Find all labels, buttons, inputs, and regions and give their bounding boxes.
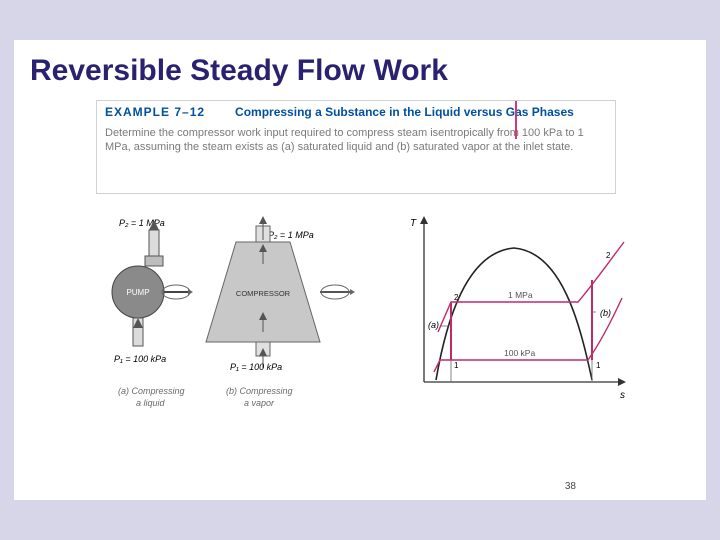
page-number: 38 [565, 481, 576, 492]
example-box: EXAMPLE 7–12 Compressing a Substance in … [96, 100, 616, 194]
ts-y-label: T [410, 218, 417, 229]
ts-isobar-low: 100 kPa [504, 348, 535, 358]
ts-chart-group: T s 1 2 1 2 [410, 216, 626, 401]
ts-isobar-high: 1 MPa [508, 290, 533, 300]
figure-svg: P₂ = 1 MPa PUMP P₁ = 100 kPa (a) Compres… [96, 212, 636, 462]
compressor-group: P₂ = 1 MPa COMPRESSOR [206, 216, 355, 408]
figure-area: P₂ = 1 MPa PUMP P₁ = 100 kPa (a) Compres… [96, 212, 636, 462]
comp-caption-b: a vapor [244, 398, 275, 408]
comp-label: COMPRESSOR [236, 289, 291, 298]
comp-p1-label: P₁ = 100 kPa [230, 362, 282, 372]
ts-b2: 2 [606, 251, 611, 260]
ts-a2: 2 [454, 293, 459, 302]
isobar-100kpa [434, 298, 622, 372]
pump-label: PUMP [126, 288, 149, 297]
comp-p2-label: P₂ = 1 MPa [268, 230, 314, 240]
accent-bar [515, 101, 517, 139]
ts-case-a: (a) [428, 320, 439, 330]
example-header: EXAMPLE 7–12 Compressing a Substance in … [97, 101, 615, 122]
comp-caption-a: (b) Compressing [226, 386, 293, 396]
slide-card: Reversible Steady Flow Work EXAMPLE 7–12… [14, 40, 706, 500]
pump-caption-b: a liquid [136, 398, 166, 408]
ts-a1: 1 [454, 361, 459, 370]
example-title: Compressing a Substance in the Liquid ve… [235, 105, 574, 120]
pump-group: P₂ = 1 MPa PUMP P₁ = 100 kPa (a) Compres… [112, 218, 193, 408]
slide-title: Reversible Steady Flow Work [30, 54, 448, 88]
ts-case-b: (b) [600, 308, 611, 318]
ts-x-label: s [620, 390, 625, 401]
isobar-1mpa [438, 242, 624, 332]
pump-p2-label: P₂ = 1 MPa [119, 218, 165, 228]
pump-caption-a: (a) Compressing [118, 386, 185, 396]
pump-p1-label: P₁ = 100 kPa [114, 354, 166, 364]
ts-b1: 1 [596, 361, 601, 370]
example-label: EXAMPLE 7–12 [105, 105, 205, 120]
example-body: Determine the compressor work input requ… [97, 122, 615, 161]
